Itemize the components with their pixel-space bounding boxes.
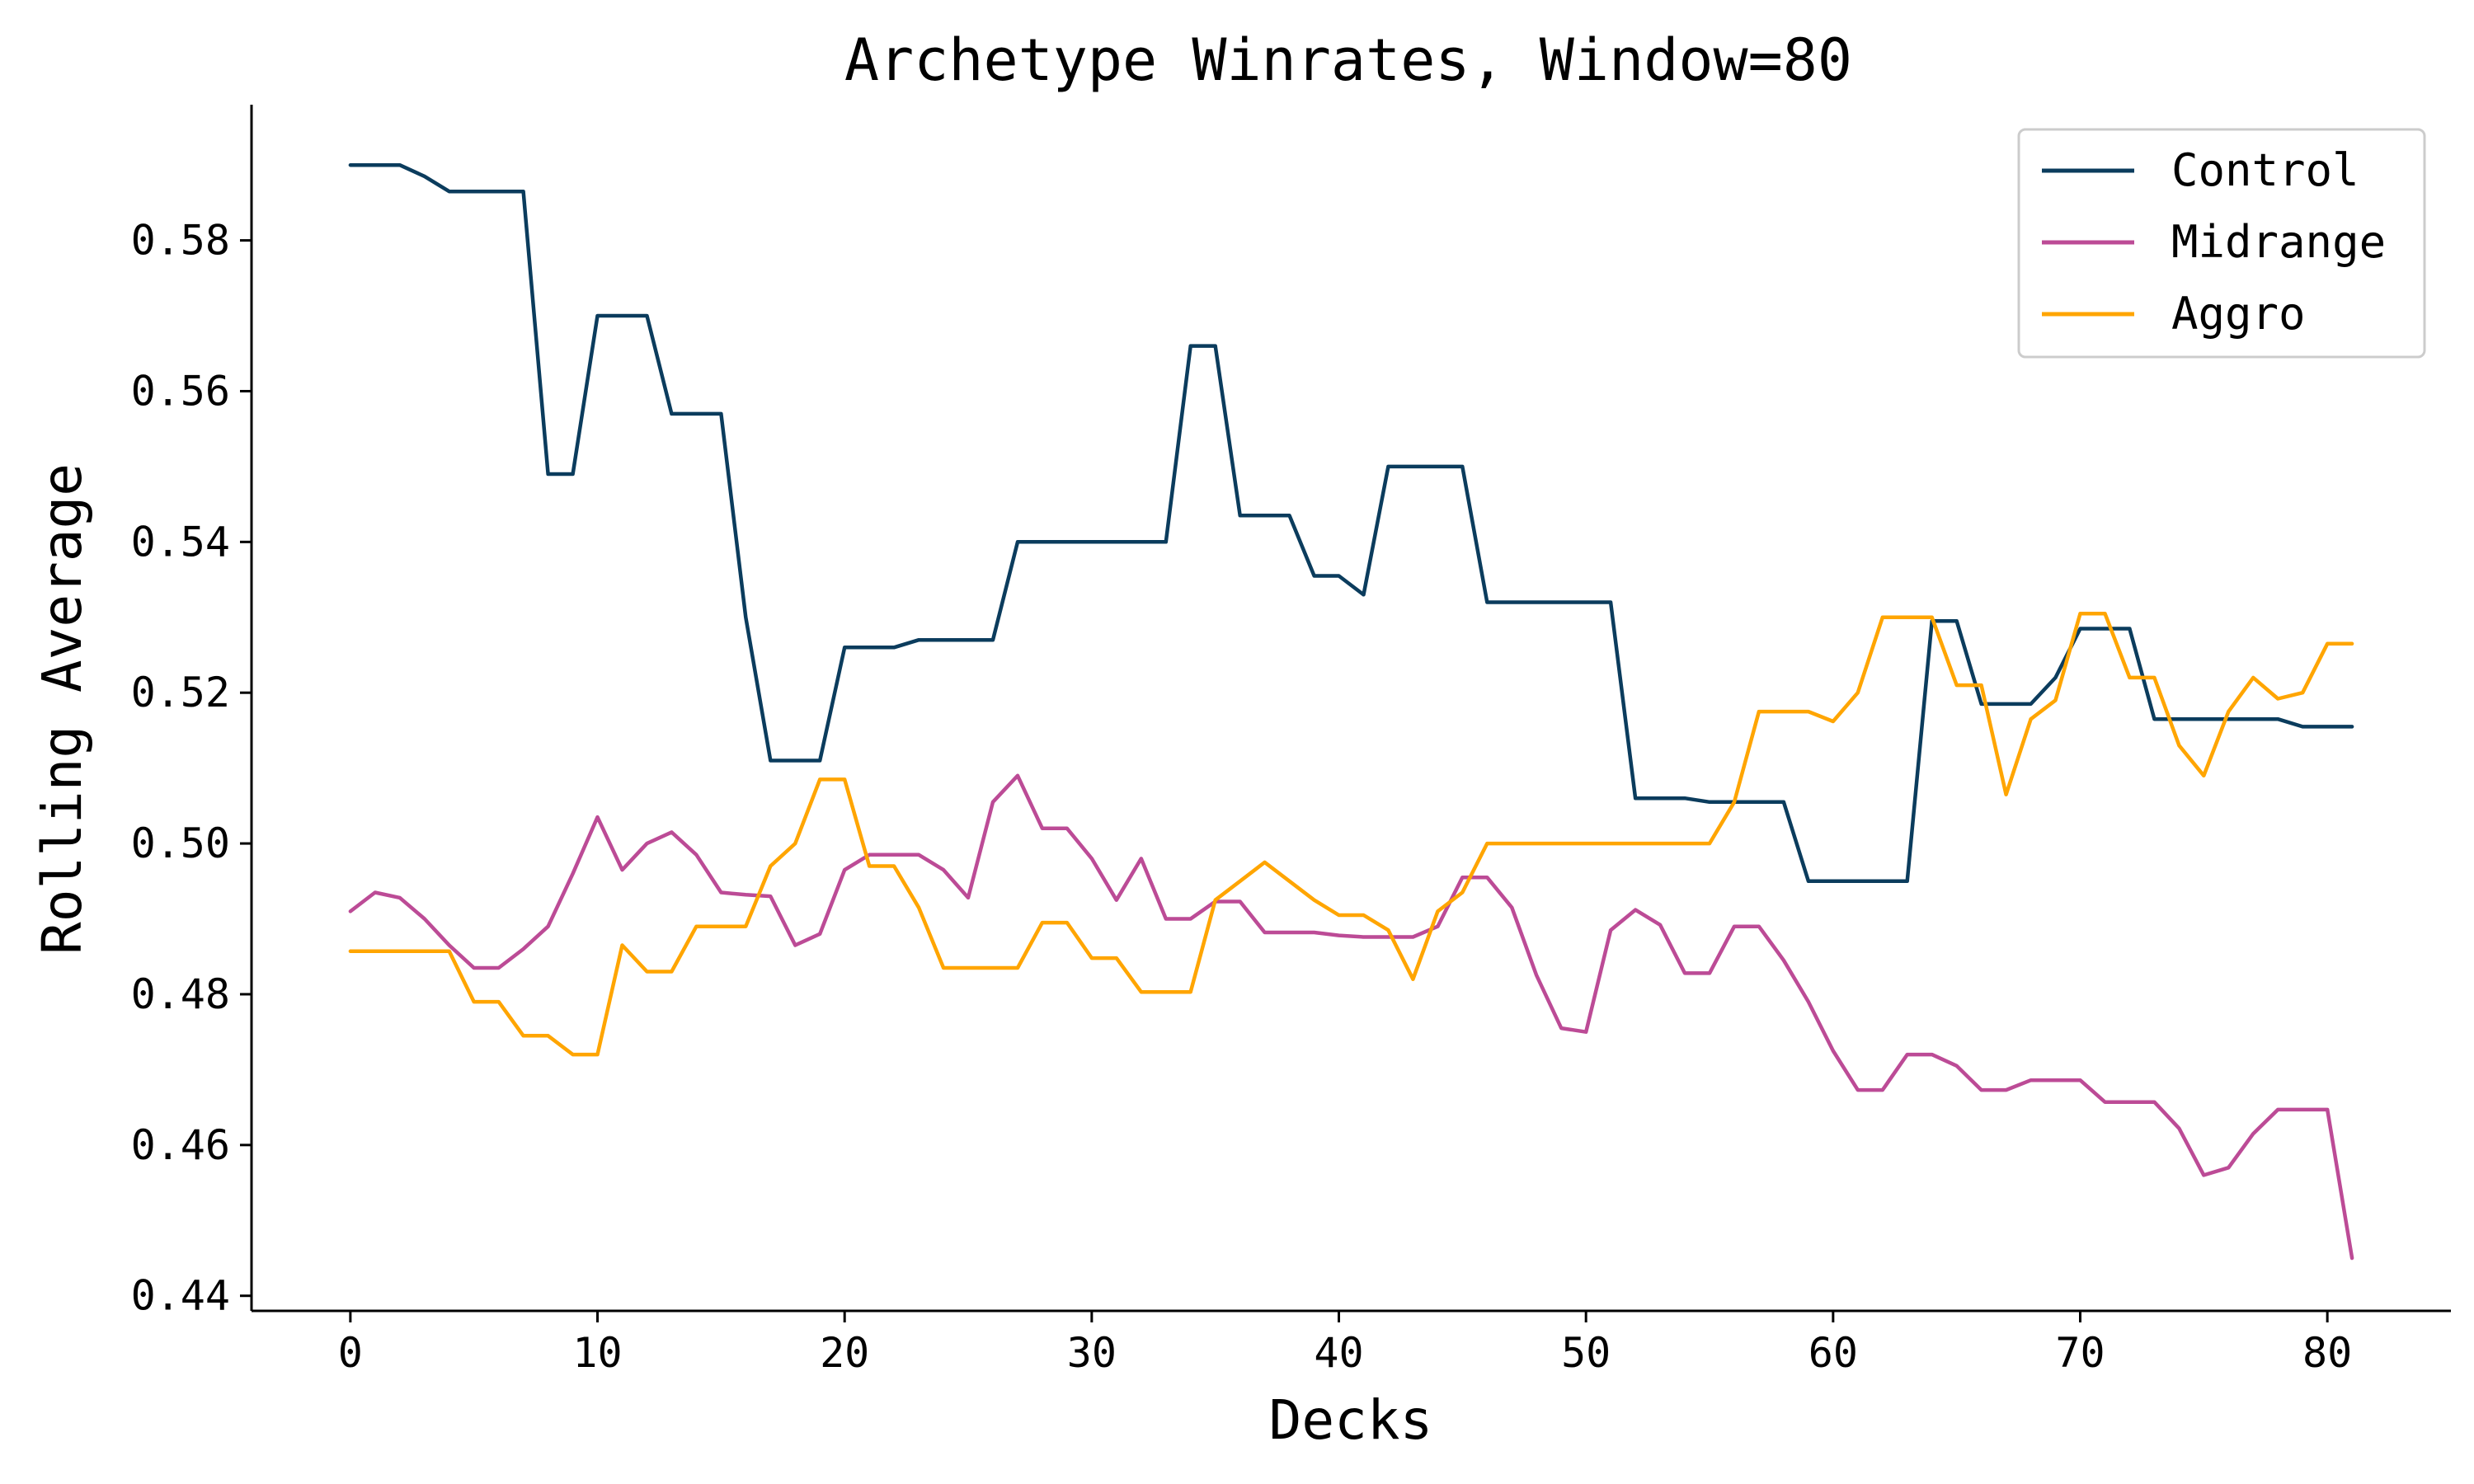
series-line-midrange: [348, 773, 2354, 1261]
chart-title: Archetype Winrates, Window=80: [844, 26, 1852, 94]
legend: Control Midrange Aggro: [2017, 128, 2426, 359]
x-axis-label: Decks: [1269, 1388, 1433, 1452]
x-tick-label: 40: [1314, 1329, 1363, 1377]
y-tick-label: 0.52: [131, 669, 230, 716]
y-tick-label: 0.44: [131, 1272, 230, 1320]
x-tick-label: 0: [338, 1329, 363, 1377]
y-tick-label: 0.48: [131, 970, 230, 1018]
y-tick-label: 0.56: [131, 367, 230, 415]
x-ticks: 0 10 20 30 40 50 60 70 80: [338, 1311, 2352, 1377]
x-tick-label: 50: [1561, 1329, 1611, 1377]
y-axis-label: Rolling Average: [31, 463, 94, 955]
x-tick-label: 80: [2302, 1329, 2352, 1377]
x-tick-label: 10: [572, 1329, 622, 1377]
legend-label-midrange: Midrange: [2171, 216, 2386, 268]
legend-items: Control Midrange Aggro: [2042, 144, 2386, 340]
y-tick-label: 0.46: [131, 1121, 230, 1169]
series-line-aggro: [348, 611, 2354, 1057]
x-tick-label: 70: [2055, 1329, 2105, 1377]
x-tick-label: 60: [1808, 1329, 1858, 1377]
axes: [250, 105, 2451, 1313]
y-ticks: 0.44 0.46 0.48 0.50 0.52 0.54 0.56 0.58: [131, 217, 252, 1320]
x-tick-label: 20: [820, 1329, 869, 1377]
legend-label-aggro: Aggro: [2171, 288, 2306, 340]
y-tick-label: 0.58: [131, 217, 230, 265]
legend-box: [2017, 128, 2426, 359]
y-tick-label: 0.54: [131, 518, 230, 566]
y-tick-label: 0.50: [131, 819, 230, 867]
series-lines: [348, 162, 2354, 1261]
x-tick-label: 30: [1067, 1329, 1117, 1377]
series-line-control: [348, 162, 2354, 884]
legend-label-control: Control: [2171, 144, 2359, 196]
